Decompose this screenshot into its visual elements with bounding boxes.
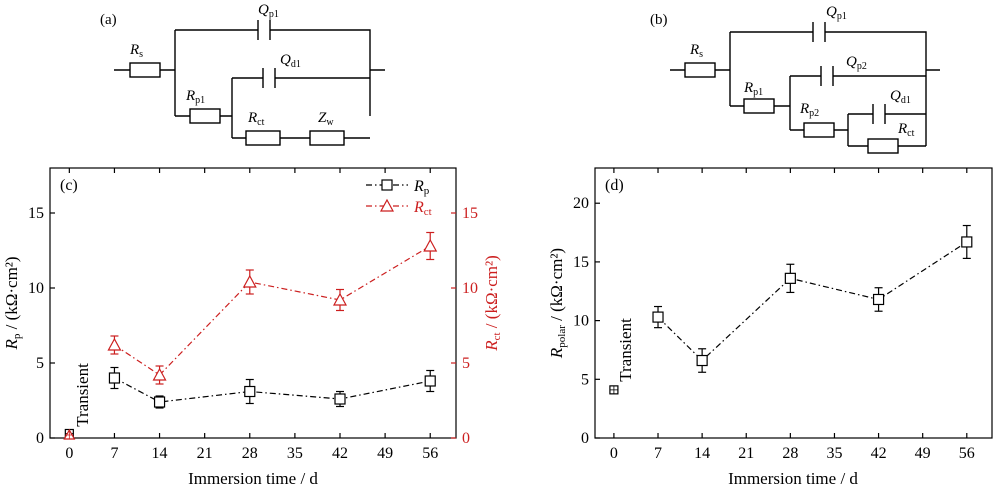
circuit-b-rp1-label: Rp1 (743, 80, 763, 98)
chart-d-x-tick-label: 42 (871, 445, 887, 462)
chart-c-y-label-right: Rct / (kΩ·cm²) (482, 255, 503, 352)
chart-c-x-tick-label: 28 (242, 445, 258, 462)
series-rp-point (244, 385, 256, 398)
circuit-b-qp1-label: Qp1 (826, 4, 847, 22)
series-rp-point (108, 372, 121, 384)
chart-c-y-axis-left: 0 5 10 15 (28, 205, 55, 447)
circuit-a-qp1-label: Qp1 (258, 2, 279, 20)
chart-d-x-tick-label: 28 (782, 445, 798, 462)
chart-c-x-label: Immersion time / d (188, 469, 318, 486)
chart-d-y-tick-label: 20 (573, 195, 589, 212)
circuit-b-rs-resistor (684, 62, 716, 78)
circuit-b: (b) Rs Qp1 Rp1 Qp2 Rp2 Qd1 Rct (650, 4, 940, 154)
circuit-a-label: (a) (100, 12, 117, 28)
chart-c-left-y-tick-label: 10 (28, 280, 44, 297)
chart-d-x-tick-label: 56 (959, 445, 975, 462)
chart-d-transient-annotation: Transient (616, 318, 635, 382)
chart-c-x-axis: 0 7 14 21 28 35 42 49 56 (65, 168, 438, 462)
chart-d-x-tick-label: 0 (610, 445, 618, 462)
chart-d-y-tick-label: 0 (581, 430, 589, 447)
chart-c-right-y-tick-label: 5 (462, 355, 470, 372)
chart-c-x-tick-label: 14 (152, 445, 168, 462)
chart-d: (d) 0 7 14 21 28 35 42 49 56 0 5 10 15 20 Immersion … (547, 167, 993, 486)
series-rct-point (107, 337, 122, 351)
chart-c-x-tick-label: 0 (65, 445, 73, 462)
chart-c-left-y-tick-label: 5 (36, 355, 44, 372)
circuit-a-rs-label: Rs (129, 42, 143, 60)
chart-c-legend: Rp Rct (366, 178, 432, 218)
chart-c-panel-label: (c) (60, 177, 78, 194)
circuit-a-rct-label: Rct (247, 110, 265, 128)
chart-d-x-label: Immersion time / d (728, 469, 858, 486)
chart-c-left-y-tick-label: 15 (28, 205, 44, 222)
chart-d-y-tick-label: 15 (573, 254, 589, 271)
series-rct-point (242, 274, 257, 288)
circuit-a: (a) Rs Qp1 Rp1 Qd1 Rct Zw (100, 2, 385, 146)
chart-c-x-tick-label: 49 (377, 445, 393, 462)
series-rpolar-point (696, 354, 708, 367)
chart-c-x-tick-label: 56 (422, 445, 438, 462)
chart-d-x-tick-label: 49 (915, 445, 931, 462)
circuit-a-rp1-label: Rp1 (185, 88, 205, 106)
chart-d-y-tick-label: 5 (581, 371, 589, 388)
circuit-a-rct-resistor (245, 130, 281, 146)
chart-c-right-y-tick-label: 15 (462, 205, 478, 222)
legend-rp-marker (381, 179, 393, 191)
circuit-b-qp2-label: Qp2 (846, 54, 867, 72)
chart-d-x-tick-label: 35 (826, 445, 842, 462)
circuit-b-qd1-label: Qd1 (890, 88, 911, 106)
chart-c-x-tick-label: 21 (197, 445, 213, 462)
chart-c-y-axis-right: 0 5 10 15 (451, 205, 478, 447)
series-rpolar-point (961, 236, 973, 248)
chart-d-y-tick-label: 10 (573, 313, 589, 330)
chart-d-y-axis: 0 5 10 15 20 (573, 195, 600, 447)
circuit-b-label: (b) (650, 12, 668, 28)
chart-d-series (609, 224, 973, 395)
series-rp-point (424, 375, 436, 387)
legend-rct-marker (379, 198, 395, 212)
chart-c-right-y-tick-label: 10 (462, 280, 478, 297)
legend-rp-label: Rp (413, 178, 430, 197)
chart-c-x-tick-label: 35 (287, 445, 303, 462)
circuit-b-rs-label: Rs (689, 42, 703, 60)
chart-c-x-tick-label: 42 (332, 445, 348, 462)
series-rct-point (332, 292, 348, 306)
series-rp-point (334, 393, 346, 405)
circuit-b-rp1-resistor (743, 98, 775, 114)
chart-c: (c) 0 7 14 21 28 35 42 49 56 0 5 10 15 0 5 10 15 Immer… (2, 167, 503, 486)
circuit-a-qd1-label: Qd1 (280, 52, 301, 70)
chart-c-x-tick-label: 7 (110, 445, 118, 462)
circuit-a-zw-label: Zw (318, 110, 334, 128)
chart-d-x-axis: 0 7 14 21 28 35 42 49 56 (610, 168, 975, 462)
chart-c-left-y-tick-label: 0 (36, 430, 44, 447)
chart-c-y-label-left: Rp / (kΩ·cm²) (2, 256, 23, 350)
chart-c-right-y-tick-label: 0 (462, 430, 470, 447)
series-rct-line (114, 245, 431, 376)
circuit-a-rs-resistor (129, 62, 161, 78)
chart-d-x-tick-label: 21 (738, 445, 754, 462)
chart-c-transient-annotation: Transient (73, 363, 92, 427)
circuit-a-rp1-resistor (189, 108, 221, 124)
series-rpolar-line (657, 241, 968, 362)
circuit-b-rp2-label: Rp2 (799, 101, 819, 119)
series-rct-point (423, 238, 438, 252)
chart-d-frame (594, 167, 993, 439)
series-rpolar-point (652, 311, 664, 323)
chart-c-series (63, 231, 438, 440)
circuit-a-zw-element (309, 130, 345, 146)
circuit-b-rct-resistor (867, 138, 899, 154)
series-rpolar-point (784, 272, 796, 284)
series-rp-point (153, 396, 166, 408)
chart-d-x-tick-label: 14 (694, 445, 710, 462)
chart-d-y-label: Rpolar / (kΩ·cm²) (547, 248, 568, 359)
circuit-b-rp2-resistor (803, 122, 835, 138)
legend-rct-label: Rct (413, 199, 432, 218)
chart-c-frame (49, 167, 457, 439)
circuit-b-rct-label: Rct (897, 121, 915, 139)
series-rct-point (152, 367, 167, 381)
chart-d-x-tick-label: 7 (654, 445, 662, 462)
series-rpolar-point (872, 293, 885, 306)
chart-d-panel-label: (d) (605, 177, 624, 194)
